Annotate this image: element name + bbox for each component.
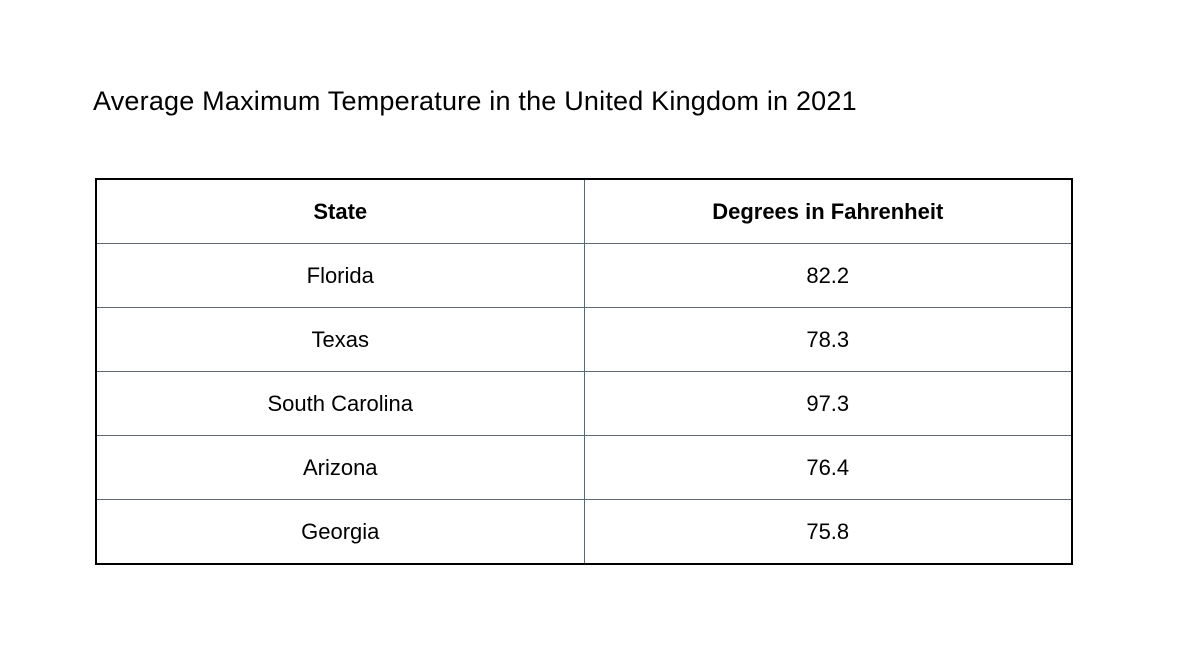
column-header-state: State	[95, 178, 585, 244]
table-row: Georgia 75.8	[95, 499, 1073, 565]
state-cell: Georgia	[95, 499, 585, 565]
table-header-row: State Degrees in Fahrenheit	[95, 178, 1073, 244]
column-header-degrees: Degrees in Fahrenheit	[583, 178, 1073, 244]
degrees-cell: 97.3	[583, 371, 1073, 436]
state-cell: Texas	[95, 307, 585, 372]
temperature-table: State Degrees in Fahrenheit Florida 82.2…	[95, 178, 1073, 565]
table-row: Texas 78.3	[95, 307, 1073, 372]
state-cell: Florida	[95, 243, 585, 308]
table-row: Arizona 76.4	[95, 435, 1073, 500]
degrees-cell: 78.3	[583, 307, 1073, 372]
table-row: Florida 82.2	[95, 243, 1073, 308]
state-cell: Arizona	[95, 435, 585, 500]
state-cell: South Carolina	[95, 371, 585, 436]
degrees-cell: 76.4	[583, 435, 1073, 500]
page-title: Average Maximum Temperature in the Unite…	[93, 86, 857, 116]
table-row: South Carolina 97.3	[95, 371, 1073, 436]
degrees-cell: 75.8	[583, 499, 1073, 565]
degrees-cell: 82.2	[583, 243, 1073, 308]
